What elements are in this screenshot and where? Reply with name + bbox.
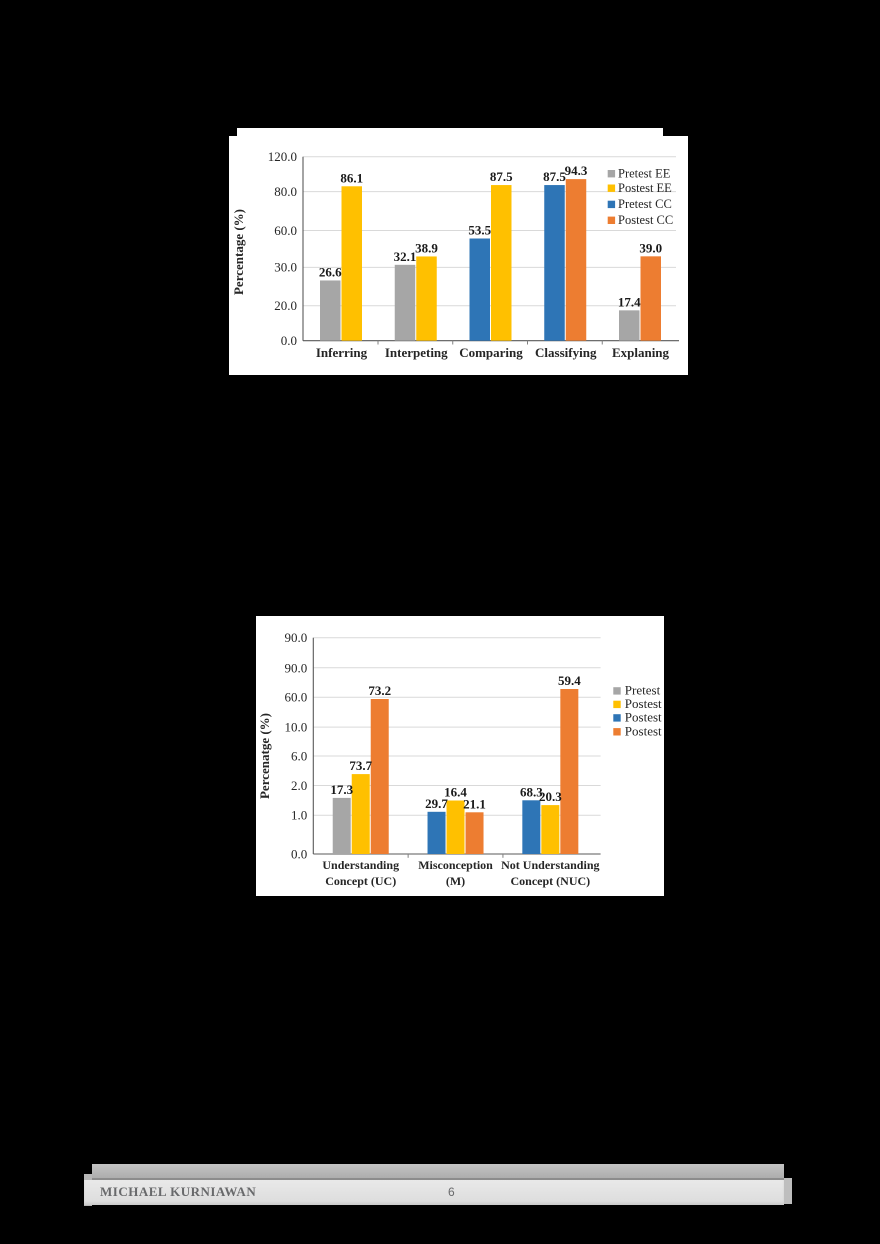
- svg-text:Misconception: Misconception: [418, 858, 493, 872]
- svg-text:90.0: 90.0: [285, 660, 308, 675]
- svg-text:0.0: 0.0: [281, 333, 297, 348]
- svg-text:Not Understanding: Not Understanding: [501, 858, 599, 872]
- svg-text:0.0: 0.0: [291, 847, 307, 862]
- svg-text:20.0: 20.0: [274, 298, 297, 313]
- svg-text:80.0: 80.0: [274, 184, 297, 199]
- svg-text:59.4: 59.4: [558, 673, 581, 688]
- svg-text:Postest CC: Postest CC: [618, 213, 673, 227]
- svg-text:Pretest EE: Pretest EE: [618, 166, 671, 180]
- svg-text:Postest C: Postest C: [625, 723, 664, 738]
- svg-text:90.0: 90.0: [285, 630, 308, 645]
- svg-text:Postest C: Postest C: [625, 710, 664, 725]
- svg-text:Inferring: Inferring: [316, 345, 368, 360]
- svg-text:32.1: 32.1: [394, 249, 417, 264]
- svg-text:10.0: 10.0: [285, 720, 308, 735]
- svg-text:17.4: 17.4: [618, 294, 641, 309]
- svg-text:38.9: 38.9: [415, 240, 438, 255]
- svg-text:2.0: 2.0: [291, 778, 307, 793]
- svg-text:Classifying: Classifying: [535, 345, 597, 360]
- svg-text:20.3: 20.3: [539, 789, 562, 804]
- svg-text:39.0: 39.0: [639, 240, 662, 255]
- svg-text:26.6: 26.6: [319, 264, 342, 279]
- svg-text:(M): (M): [446, 874, 465, 888]
- svg-text:21.1: 21.1: [463, 796, 486, 811]
- svg-text:86.1: 86.1: [340, 170, 363, 185]
- svg-text:6.0: 6.0: [291, 749, 307, 764]
- svg-text:Pretest CC: Pretest CC: [618, 197, 672, 211]
- svg-text:87.5: 87.5: [543, 169, 566, 184]
- svg-text:Percenatge (%): Percenatge (%): [257, 713, 272, 799]
- svg-text:60.0: 60.0: [274, 223, 297, 238]
- svg-text:Interpeting: Interpeting: [385, 345, 448, 360]
- svg-text:Understanding: Understanding: [322, 858, 399, 872]
- svg-text:1.0: 1.0: [291, 808, 307, 823]
- svg-text:17.3: 17.3: [330, 782, 353, 797]
- svg-text:30.0: 30.0: [274, 260, 297, 275]
- svg-text:Percentage (%): Percentage (%): [231, 209, 246, 295]
- svg-text:Comparing: Comparing: [459, 345, 523, 360]
- svg-text:120.0: 120.0: [268, 149, 297, 164]
- svg-text:Postest EE: Postest EE: [618, 181, 672, 195]
- svg-text:Concept (UC): Concept (UC): [325, 874, 396, 888]
- svg-text:73.7: 73.7: [349, 758, 372, 773]
- svg-text:87.5: 87.5: [490, 169, 513, 184]
- svg-text:60.0: 60.0: [285, 690, 308, 705]
- svg-text:73.2: 73.2: [368, 683, 391, 698]
- svg-text:53.5: 53.5: [468, 223, 491, 238]
- svg-text:Concept (NUC): Concept (NUC): [511, 874, 591, 888]
- svg-text:Explaning: Explaning: [612, 345, 670, 360]
- svg-text:94.3: 94.3: [565, 163, 588, 178]
